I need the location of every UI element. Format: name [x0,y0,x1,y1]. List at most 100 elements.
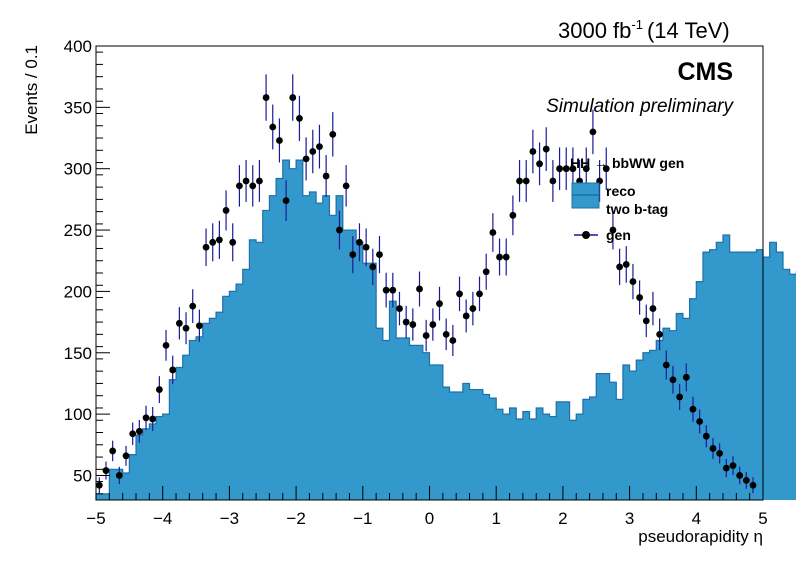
hist-bin [483,394,490,500]
gen-point [536,160,543,167]
hist-bin [183,355,190,500]
hist-bin [149,424,156,500]
gen-point [243,178,250,185]
gen-point [329,131,336,138]
gen-point [363,244,370,251]
gen-point [463,313,470,320]
hist-bin [389,301,396,500]
hist-bin [409,345,416,500]
x-tick-label: 0 [425,509,434,528]
gen-point [129,430,136,437]
hist-bin [470,390,477,500]
gen-point [383,287,390,294]
gen-point [423,332,430,339]
gen-point [623,261,630,268]
gen-point [429,321,436,328]
hist-bin [463,383,470,500]
gen-point [723,465,730,472]
gen-point [683,374,690,381]
hist-bin [543,414,550,500]
hist-bin [416,345,423,500]
gen-point [730,462,737,469]
gen-point [169,367,176,374]
hist-bin [450,392,457,500]
gen-point [676,394,683,401]
hist-bin [236,284,243,500]
hist-bin [103,494,110,500]
gen-point [690,406,697,413]
hist-bin [743,252,750,500]
hist-bin [303,196,310,500]
gen-point [663,362,670,369]
hist-bin [530,419,537,500]
gen-point [123,452,130,459]
gen-point [309,148,316,155]
hist-bin [756,250,763,500]
hist-bin [276,179,283,500]
x-tick-label: −5 [86,509,105,528]
gen-point [396,305,403,312]
gen-point [136,428,143,435]
hist-bin [143,429,150,500]
hist-bin [670,331,677,500]
gen-point [303,155,310,162]
hist-bin [556,402,563,500]
hist-bin [536,408,543,500]
y-tick-label: 150 [64,344,92,363]
gen-point [289,94,296,101]
gen-point [229,239,236,246]
hist-bin [590,397,597,500]
hist-bin [216,312,223,500]
hist-bin [563,402,570,500]
legend-header: HH → bbWW gen [570,155,684,171]
hist-bin [163,414,170,500]
hist-bin [309,192,316,500]
gen-point [469,305,476,312]
hist-bin [229,291,236,500]
hist-bin [109,469,116,500]
hist-bin [656,340,663,500]
hist-bin [736,252,743,500]
hist-bin [189,340,196,500]
gen-point [343,182,350,189]
gen-point [476,290,483,297]
hist-bin [423,353,430,500]
hist-bin [403,338,410,500]
gen-point [349,251,356,258]
gen-point [156,386,163,393]
gen-point [483,268,490,275]
gen-point [449,337,456,344]
gen-point [636,294,643,301]
x-tick-label: 5 [758,509,767,528]
gen-point [389,287,396,294]
gen-point [323,173,330,180]
hist-bin [356,242,363,500]
hist-bin [296,160,303,500]
gen-point [96,482,103,489]
gen-point [736,472,743,479]
hist-bin [603,374,610,500]
legend-gen-label: gen [606,227,631,243]
hist-bin [696,282,703,500]
x-tick-label: −1 [353,509,372,528]
hist-bin [256,242,263,500]
gen-point [643,317,650,324]
hist-bin [136,435,143,500]
hist-bin [643,353,650,500]
gen-point [716,450,723,457]
lumi-label: 3000 fb-1 (14 TeV) [558,17,730,43]
hist-bin [369,263,376,500]
hist-bin [209,318,216,500]
experiment-label: CMS [677,58,733,86]
gen-point [116,472,123,479]
gen-point [256,178,263,185]
hist-bin [496,409,503,500]
hist-bin [510,408,517,500]
gen-point [416,286,423,293]
hist-bin [576,414,583,500]
hist-bin [436,365,443,500]
gen-point [369,263,376,270]
y-axis-label: Events / 0.1 [22,45,41,135]
gen-point [356,239,363,246]
